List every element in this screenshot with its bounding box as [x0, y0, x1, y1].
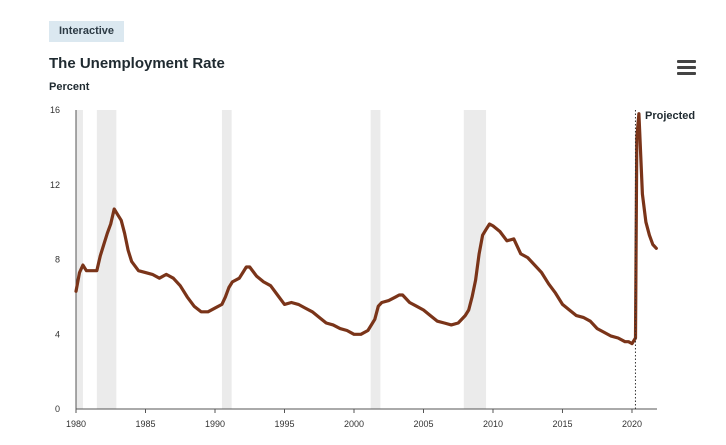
axes: [75, 110, 657, 410]
y-tick-label-4: 4: [55, 329, 60, 339]
series-line-0: [74, 112, 658, 346]
recession-band-1: [96, 110, 117, 409]
y-tick-label-16: 16: [50, 105, 60, 115]
recession-band-3: [370, 110, 381, 409]
x-tick-label-2015: 2015: [552, 419, 572, 429]
y-tick-label-0: 0: [55, 404, 60, 414]
tick-labels: 0 4 8 12 16 1980 1985 1990 1995 2000 2005 2010 2015 2…: [50, 105, 642, 429]
recession-band-4: [463, 110, 487, 409]
x-tick-label-2020: 2020: [622, 419, 642, 429]
x-tick-label-1980: 1980: [66, 419, 86, 429]
hamburger-menu-icon[interactable]: [677, 60, 696, 76]
x-tick-label-1995: 1995: [274, 419, 294, 429]
x-tick-label-2010: 2010: [483, 419, 503, 429]
y-axis-label: Percent: [49, 81, 90, 93]
recession-band-2: [221, 110, 232, 409]
y-tick-label-8: 8: [55, 255, 60, 265]
projected-label: Projected: [645, 110, 695, 122]
x-tick-label-2005: 2005: [413, 419, 433, 429]
annotation-layer: Projected: [634, 110, 695, 409]
x-tick-label-1990: 1990: [205, 419, 225, 429]
interactive-badge: Interactive: [49, 21, 125, 42]
x-tick-label-2000: 2000: [344, 419, 364, 429]
series-layer: [74, 112, 658, 346]
chart-title: The Unemployment Rate: [49, 55, 225, 72]
y-tick-label-12: 12: [50, 180, 60, 190]
x-tick-label-1985: 1985: [135, 419, 155, 429]
recession-band-0: [76, 110, 83, 409]
recession-bands: [76, 110, 487, 409]
